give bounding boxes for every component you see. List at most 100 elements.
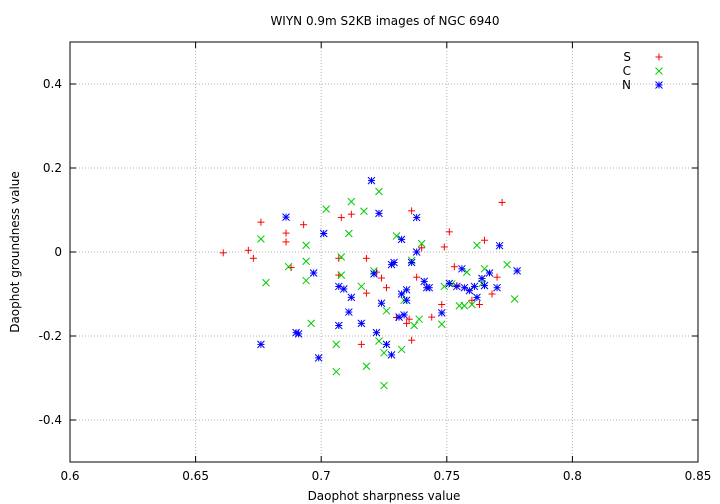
point-n: [400, 311, 408, 319]
point-s: [219, 249, 227, 257]
point-c: [362, 362, 371, 371]
point-c: [337, 271, 346, 279]
point-c: [463, 268, 471, 277]
point-s: [493, 273, 501, 281]
point-n: [402, 296, 411, 305]
point-s: [445, 228, 453, 236]
legend-marker-s: [655, 53, 663, 61]
point-s: [408, 207, 416, 215]
point-n: [257, 340, 265, 349]
point-c: [262, 278, 270, 287]
point-n: [309, 269, 318, 277]
point-s: [337, 214, 345, 222]
point-n: [493, 283, 501, 292]
point-n: [402, 285, 411, 294]
point-n: [339, 285, 348, 293]
point-c: [415, 315, 424, 324]
point-c: [473, 241, 481, 250]
point-c: [392, 232, 401, 240]
data-marks: [219, 176, 521, 390]
point-c: [344, 229, 353, 238]
point-n: [319, 229, 328, 238]
point-c: [503, 260, 511, 269]
chart-title: WIYN 0.9m S2KB images of NGC 6940: [270, 14, 499, 28]
point-s: [362, 254, 370, 262]
y-tick-label: 0: [54, 245, 62, 259]
point-c: [347, 197, 356, 206]
point-s: [282, 238, 290, 246]
point-n: [370, 269, 378, 278]
point-c: [332, 367, 341, 376]
x-tick-label: 0.6: [60, 469, 79, 483]
point-s: [498, 198, 506, 206]
point-c: [332, 340, 341, 349]
y-tick-label: 0.2: [43, 161, 62, 175]
point-n: [412, 248, 421, 256]
point-s: [428, 313, 436, 321]
point-n: [478, 274, 486, 283]
point-s: [300, 221, 308, 229]
point-n: [445, 279, 454, 288]
point-c: [437, 320, 446, 329]
point-n: [377, 299, 386, 308]
point-n: [397, 235, 406, 244]
point-n: [372, 328, 381, 337]
legend-label-n: N: [622, 78, 631, 92]
point-c: [257, 235, 265, 243]
y-tick-label: 0.4: [43, 77, 62, 91]
point-n: [294, 330, 303, 338]
point-n: [458, 264, 466, 273]
point-c: [284, 262, 293, 271]
point-n: [387, 351, 396, 359]
point-n: [495, 241, 504, 250]
point-n: [452, 282, 461, 291]
point-c: [510, 295, 519, 303]
point-n: [485, 269, 494, 277]
point-n: [437, 309, 446, 317]
point-n: [513, 267, 521, 275]
grid-lines: [70, 42, 698, 462]
y-axis-label: Daophot groundness value: [8, 171, 22, 333]
legend-label-c: C: [623, 64, 631, 78]
legend-label-s: S: [623, 50, 631, 64]
x-axis-label: Daophot sharpness value: [308, 489, 461, 503]
point-n: [425, 283, 434, 292]
point-c: [322, 205, 331, 214]
point-c: [302, 241, 310, 250]
point-c: [380, 381, 388, 390]
plot-frame: [69, 41, 699, 463]
point-c: [382, 306, 391, 315]
point-c: [307, 319, 316, 328]
point-n: [397, 290, 406, 298]
point-s: [377, 274, 385, 282]
legend-marker-n: [655, 81, 663, 89]
point-n: [465, 286, 474, 295]
point-s: [413, 273, 421, 281]
point-c: [417, 239, 426, 248]
point-s: [480, 236, 488, 244]
point-s: [287, 264, 295, 272]
point-s: [282, 229, 290, 237]
point-n: [347, 293, 356, 302]
point-s: [440, 243, 448, 251]
point-c: [302, 257, 310, 266]
y-tick-label: -0.2: [39, 329, 62, 343]
point-n: [367, 176, 376, 185]
point-c: [375, 187, 383, 196]
point-s: [403, 319, 411, 327]
point-s: [357, 340, 365, 348]
point-s: [362, 289, 370, 297]
x-tick-label: 0.85: [685, 469, 712, 483]
legend: SCN: [622, 50, 663, 92]
x-tick-label: 0.8: [563, 469, 582, 483]
point-n: [473, 293, 481, 302]
x-tick-label: 0.65: [182, 469, 209, 483]
point-s: [408, 336, 416, 344]
point-s: [475, 301, 483, 308]
point-n: [412, 213, 421, 222]
point-s: [335, 254, 343, 262]
point-n: [357, 319, 366, 328]
legend-marker-c: [655, 67, 663, 75]
point-c: [357, 282, 366, 291]
y-tick-label: -0.4: [39, 413, 62, 427]
